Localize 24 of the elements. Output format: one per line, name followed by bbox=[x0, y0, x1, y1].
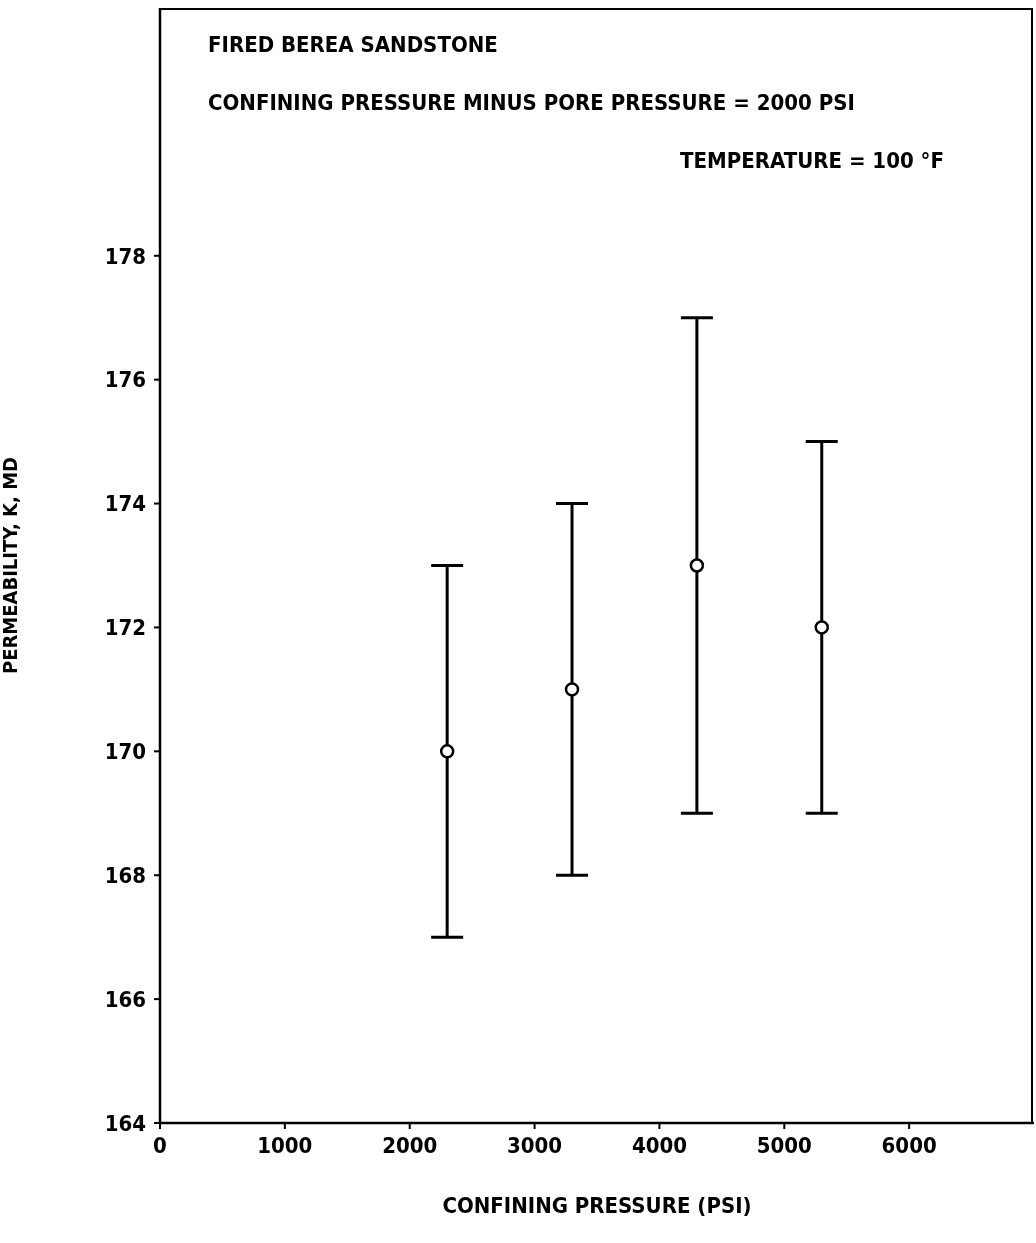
y-tick-label: 164 bbox=[104, 1110, 146, 1136]
x-tick-label: 6000 bbox=[881, 1132, 937, 1158]
point bbox=[814, 620, 829, 635]
y-tick-label: 170 bbox=[104, 739, 146, 765]
x-axis-title: CONFINING PRESSURE (PSI) bbox=[442, 1193, 752, 1218]
y-tick-label: 168 bbox=[104, 863, 146, 889]
point bbox=[564, 682, 580, 697]
x-tick-label: 3000 bbox=[507, 1132, 563, 1158]
y-axis-title: PERMEABILITY, K, MD bbox=[0, 456, 23, 675]
x-tick-label: 5000 bbox=[756, 1132, 812, 1158]
y-tick-label: 166 bbox=[104, 986, 146, 1012]
y-tick-label: 178 bbox=[104, 243, 146, 269]
annotation: CONFINING PRESSURE MINUS PORE PRESSURE = 2000 PSI bbox=[208, 90, 855, 115]
x-tick-label: 4000 bbox=[631, 1132, 687, 1158]
y-tick-label: 174 bbox=[104, 491, 146, 517]
y-tick-label: 172 bbox=[104, 615, 146, 641]
y-tick-label: 176 bbox=[104, 367, 146, 393]
annotation: TEMPERATURE = 100 °F bbox=[680, 148, 944, 173]
x-tick-label: 1000 bbox=[257, 1132, 313, 1158]
x-tick-label: 0 bbox=[153, 1132, 167, 1158]
point bbox=[439, 744, 455, 759]
annotation: FIRED BEREA SANDSTONE bbox=[208, 32, 498, 57]
x-tick-label: 2000 bbox=[382, 1132, 438, 1158]
point bbox=[689, 558, 705, 573]
